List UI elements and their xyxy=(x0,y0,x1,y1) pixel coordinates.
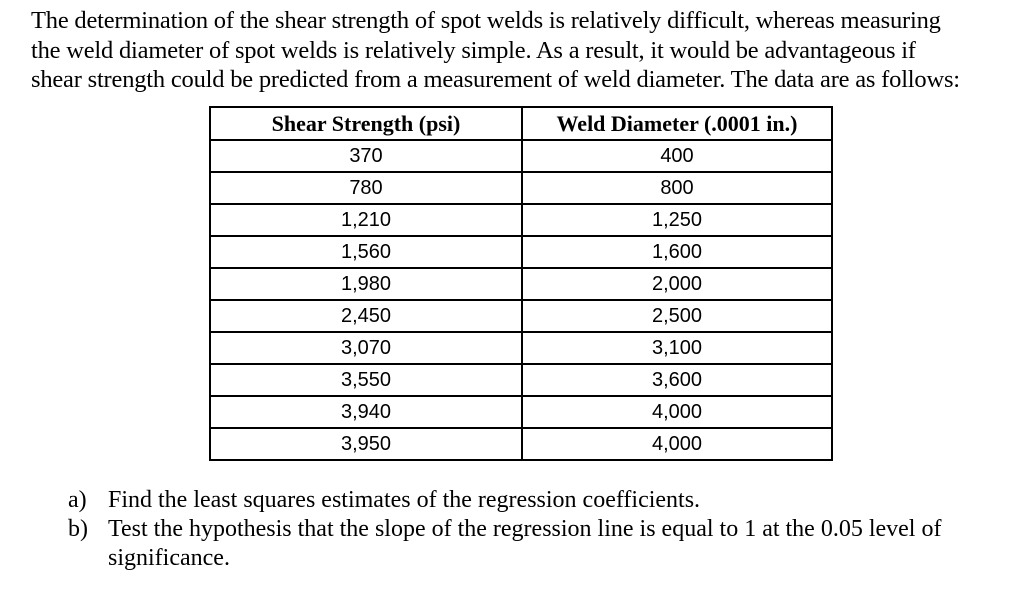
table-row: 3,940 4,000 xyxy=(209,395,833,429)
table-row: 780 800 xyxy=(209,171,833,205)
shear-strength-cell: 370 xyxy=(209,139,523,173)
table-row: 2,450 2,500 xyxy=(209,299,833,333)
shear-strength-cell: 1,980 xyxy=(209,267,523,301)
shear-strength-cell: 2,450 xyxy=(209,299,523,333)
table-header-row: Shear Strength (psi) Weld Diameter (.000… xyxy=(209,106,833,141)
shear-strength-cell: 3,950 xyxy=(209,427,523,461)
column-header-weld-diameter: Weld Diameter (.0001 in.) xyxy=(521,106,833,141)
shear-strength-cell: 3,070 xyxy=(209,331,523,365)
problem-statement: The determination of the shear strength … xyxy=(31,6,1021,95)
shear-strength-cell: 1,210 xyxy=(209,203,523,237)
shear-strength-cell: 1,560 xyxy=(209,235,523,269)
weld-diameter-cell: 2,500 xyxy=(521,299,833,333)
question-list: a) Find the least squares estimates of t… xyxy=(68,486,1008,573)
shear-strength-cell: 780 xyxy=(209,171,523,205)
question-text: Test the hypothesis that the slope of th… xyxy=(108,516,942,571)
question-marker: a) xyxy=(68,487,87,513)
weld-diameter-cell: 1,250 xyxy=(521,203,833,237)
weld-diameter-cell: 3,600 xyxy=(521,363,833,397)
weld-diameter-cell: 3,100 xyxy=(521,331,833,365)
question-a: a) Find the least squares estimates of t… xyxy=(68,486,1008,515)
intro-line: shear strength could be predicted from a… xyxy=(31,66,960,93)
table-row: 3,550 3,600 xyxy=(209,363,833,397)
shear-strength-cell: 3,550 xyxy=(209,363,523,397)
table-row: 3,070 3,100 xyxy=(209,331,833,365)
weld-diameter-cell: 4,000 xyxy=(521,427,833,461)
table-row: 1,210 1,250 xyxy=(209,203,833,237)
intro-line: The determination of the shear strength … xyxy=(31,7,941,34)
intro-line: the weld diameter of spot welds is relat… xyxy=(31,36,916,64)
weld-diameter-cell: 4,000 xyxy=(521,395,833,429)
question-marker: b) xyxy=(68,516,88,542)
table-row: 1,980 2,000 xyxy=(209,267,833,301)
shear-strength-cell: 3,940 xyxy=(209,395,523,429)
data-table: Shear Strength (psi) Weld Diameter (.000… xyxy=(209,106,833,461)
weld-diameter-cell: 2,000 xyxy=(521,267,833,301)
table-row: 1,560 1,600 xyxy=(209,235,833,269)
weld-diameter-cell: 400 xyxy=(521,139,833,173)
weld-diameter-cell: 800 xyxy=(521,171,833,205)
weld-diameter-cell: 1,600 xyxy=(521,235,833,269)
table-row: 370 400 xyxy=(209,139,833,173)
question-b: b) Test the hypothesis that the slope of… xyxy=(68,515,1008,573)
question-text: Find the least squares estimates of the … xyxy=(108,487,701,513)
column-header-shear-strength: Shear Strength (psi) xyxy=(209,106,523,141)
table-row: 3,950 4,000 xyxy=(209,427,833,461)
